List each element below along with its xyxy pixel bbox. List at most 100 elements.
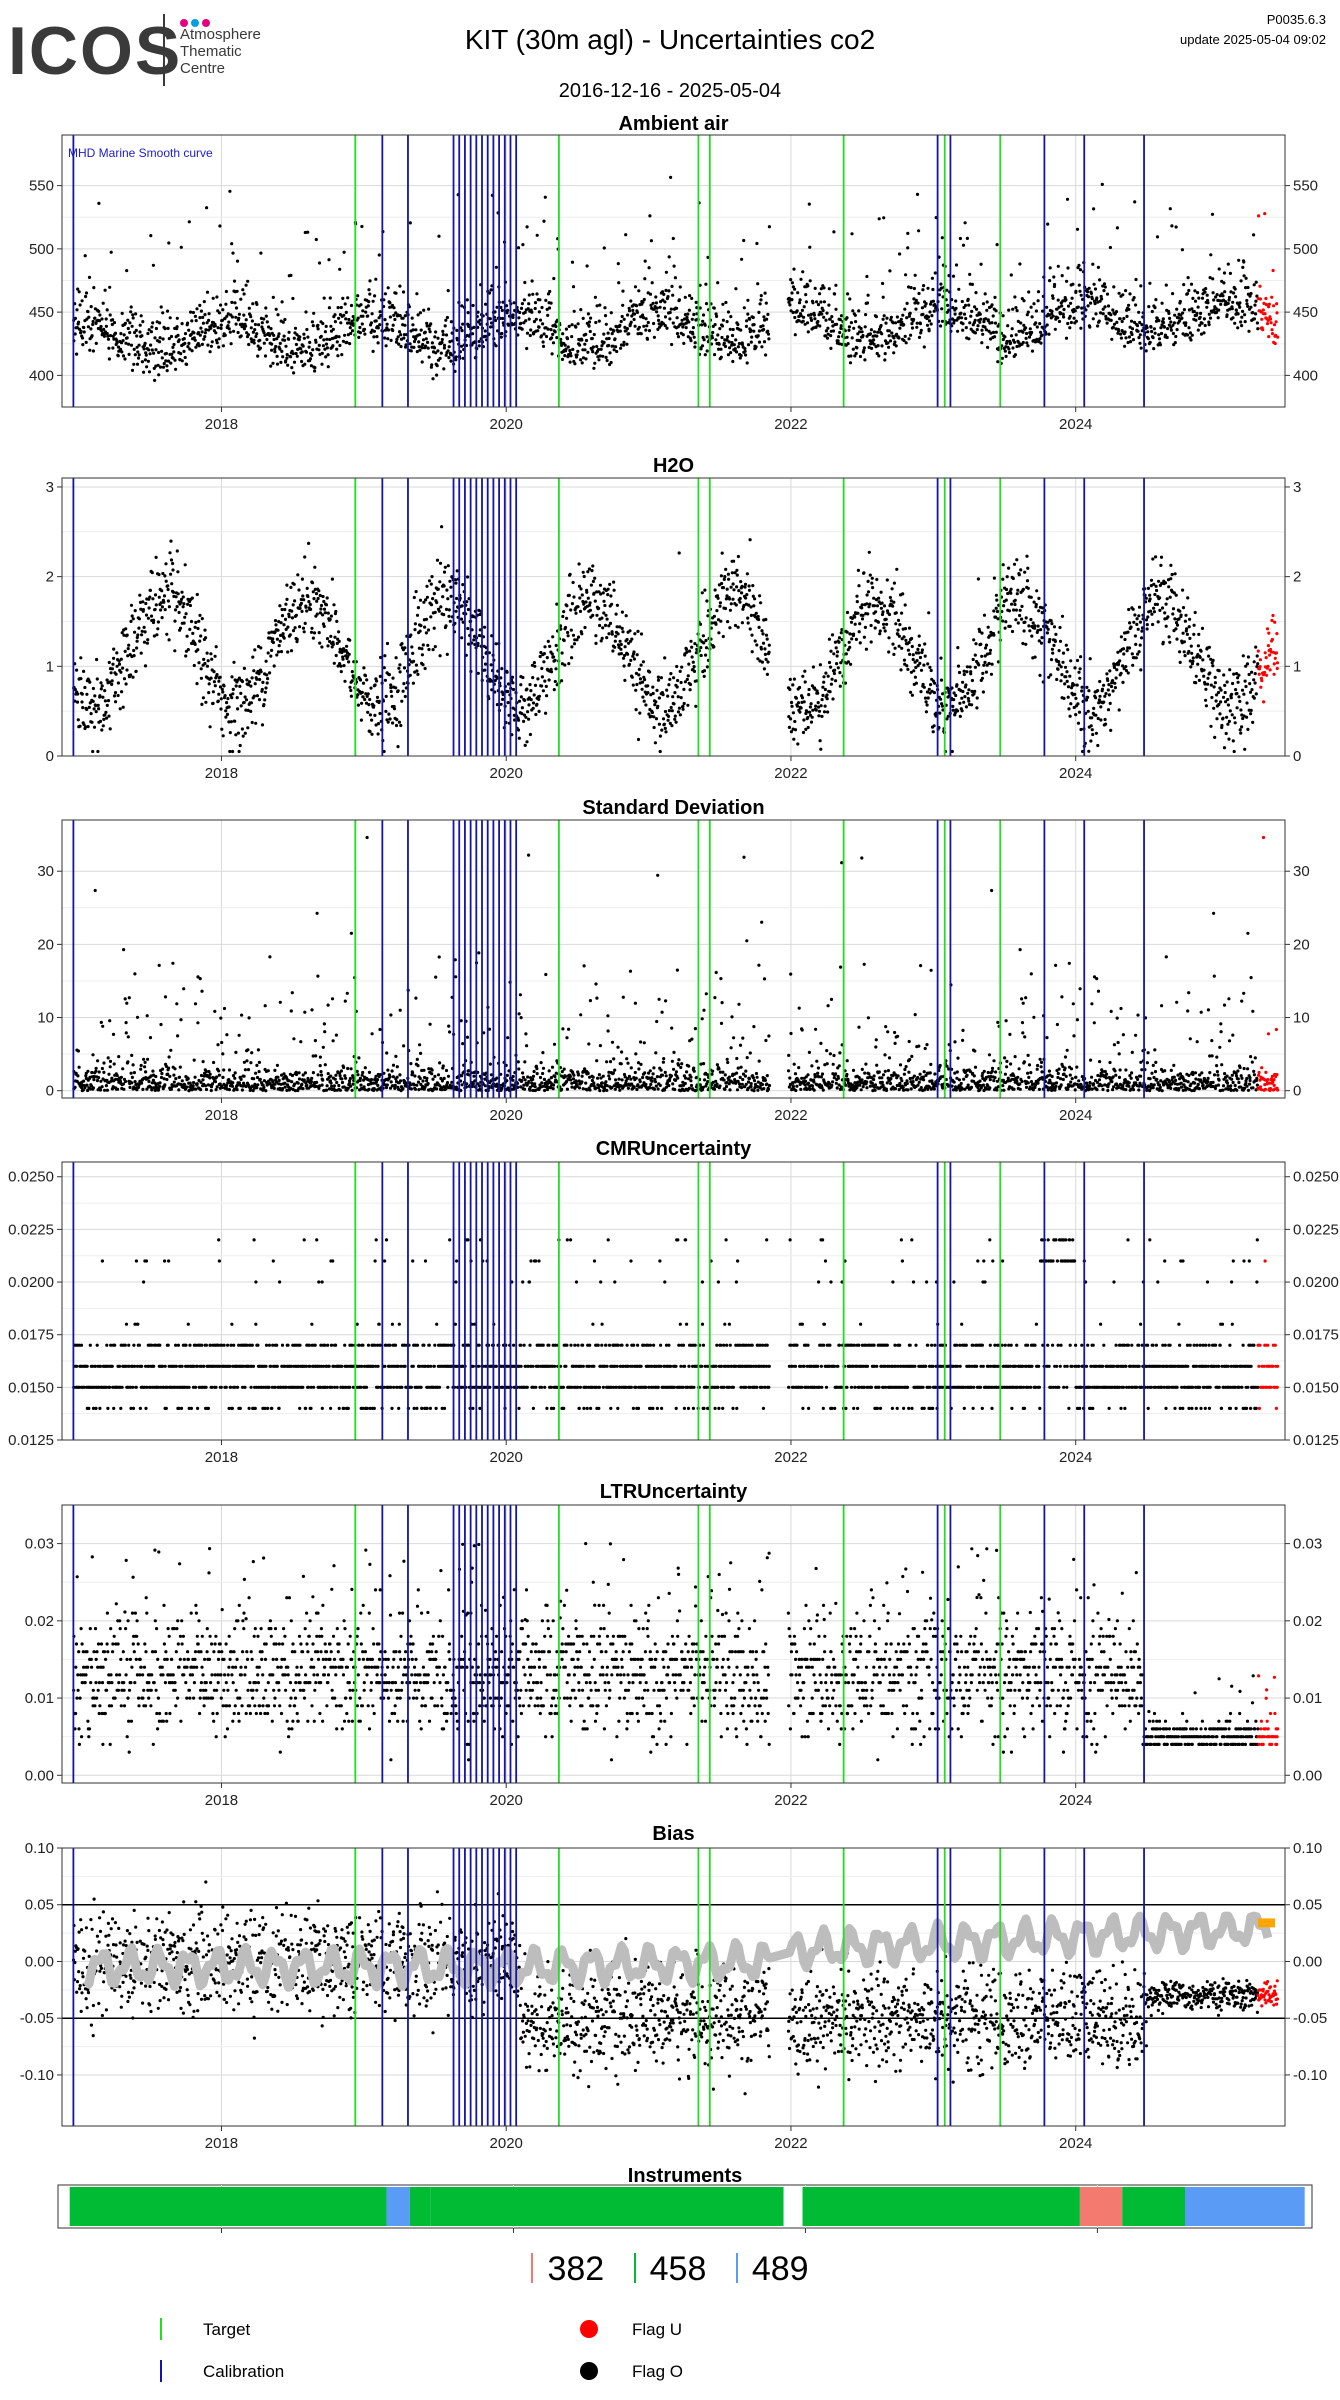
instrument-label-489: 489 xyxy=(751,2250,809,2288)
x-tick-label: 2018 xyxy=(205,765,238,782)
x-tick-label: 2020 xyxy=(490,1107,523,1124)
y-tick-label-right: -0.10 xyxy=(1293,2067,1327,2084)
y-tick-label: 0.01 xyxy=(25,1690,54,1707)
flag-o-legend-label: Flag O xyxy=(632,2362,684,2381)
y-tick-label: 450 xyxy=(29,304,54,321)
data-points xyxy=(72,835,1280,1093)
x-tick-label: 2022 xyxy=(774,765,807,782)
y-tick-label: 1 xyxy=(46,658,54,675)
y-tick-label-right: 0.0125 xyxy=(1293,1432,1339,1449)
chart-title: CMRUncertainty xyxy=(596,1138,752,1160)
x-tick-label: 2020 xyxy=(490,2135,523,2152)
y-tick-label-right: 0.0150 xyxy=(1293,1379,1339,1396)
chart-panel-6: Bias -0.10 -0.10 -0.05 -0.05 0.00 0.00 0.05 0.05… xyxy=(20,1823,1327,2152)
y-tick-label-right: 30 xyxy=(1293,863,1310,880)
y-tick-label: 0.0225 xyxy=(8,1221,54,1238)
y-tick-label: 0.0150 xyxy=(8,1379,54,1396)
data-points xyxy=(72,175,1280,382)
x-tick-label: 2024 xyxy=(1059,1107,1092,1124)
y-tick-label: 0.02 xyxy=(25,1613,54,1630)
instrument-segment xyxy=(386,2187,410,2226)
target-legend-line xyxy=(160,2318,162,2340)
flag-o-points xyxy=(72,1238,1260,1410)
chart-panel-5: LTRUncertainty 0.00 0.00 0.01 0.01 0.02 0.02 0.… xyxy=(25,1481,1322,1809)
data-points xyxy=(72,1238,1280,1410)
instrument-item-489: 489 xyxy=(735,2250,809,2289)
y-tick-label: 0 xyxy=(46,748,54,765)
x-tick-label: 2022 xyxy=(774,416,807,433)
instrument-item-382: 382 xyxy=(531,2250,604,2289)
y-tick-label: 0.0250 xyxy=(8,1169,54,1186)
y-tick-label: 0.00 xyxy=(25,1953,54,1970)
chart-title: Instruments xyxy=(628,2165,742,2187)
data-points xyxy=(71,1880,1280,2096)
y-tick-label: 0.00 xyxy=(25,1767,54,1784)
x-tick-label: 2020 xyxy=(490,765,523,782)
y-tick-label: 0.0175 xyxy=(8,1327,54,1344)
flag-o-points xyxy=(72,835,1260,1093)
plot-frame xyxy=(61,1161,1286,1441)
y-tick-label-right: 0.0225 xyxy=(1293,1221,1339,1238)
chart-panel-4: CMRUncertainty 0.0125 0.0125 0.0150 0.0150 0.… xyxy=(8,1138,1339,1466)
y-tick-label-right: 0.00 xyxy=(1293,1953,1322,1970)
instrument-segment xyxy=(69,2187,387,2226)
y-tick-label: 0 xyxy=(46,1083,54,1100)
version-label: P0035.6.3 xyxy=(1266,12,1326,27)
plot-frame xyxy=(61,134,1286,408)
instrument-item-458: 458 xyxy=(633,2250,707,2289)
calibration-legend-label: Calibration xyxy=(203,2362,285,2381)
y-tick-label-right: 0.03 xyxy=(1293,1536,1322,1553)
instrument-segment xyxy=(409,2187,431,2226)
x-tick-label: 2024 xyxy=(1059,1449,1092,1466)
y-tick-label-right: 20 xyxy=(1293,936,1310,953)
page-title: KIT (30m agl) - Uncertainties co2 xyxy=(464,24,876,55)
y-tick-label-right: 0 xyxy=(1293,1083,1301,1100)
logo-subtitle: Atmosphere Thematic Centre xyxy=(180,26,261,77)
instrument-segment xyxy=(802,2187,1080,2226)
x-tick-label: 2022 xyxy=(774,1792,807,1809)
instrument-swatch-382 xyxy=(531,2253,534,2283)
x-tick-label: 2024 xyxy=(1059,1792,1092,1809)
instrument-segment xyxy=(1079,2187,1123,2226)
flag-u-points xyxy=(1256,212,1280,346)
y-tick-label: 3 xyxy=(46,479,54,496)
logo-line-2: Thematic xyxy=(180,43,242,60)
instrument-label-458: 458 xyxy=(649,2250,707,2288)
plot-frame xyxy=(61,1504,1286,1784)
x-tick-label: 2018 xyxy=(205,1107,238,1124)
x-tick-label: 2018 xyxy=(205,2237,238,2240)
x-tick-label: 2022 xyxy=(774,1107,807,1124)
flag-u-points xyxy=(1256,835,1280,1092)
charts-canvas: Ambient air 400 400 450 450 500 500 550 550 2018 2… xyxy=(8,113,1339,2240)
y-tick-label-right: 450 xyxy=(1293,304,1318,321)
plot-frame xyxy=(61,477,1286,757)
chart-title: H2O xyxy=(653,455,694,477)
y-tick-label: 20 xyxy=(37,936,54,953)
instrument-segment xyxy=(1184,2187,1305,2226)
y-tick-label: 0.05 xyxy=(25,1897,54,1914)
instrument-segment xyxy=(1122,2187,1185,2226)
flag-o-points xyxy=(72,175,1260,382)
y-tick-label: 2 xyxy=(46,569,54,586)
y-tick-label-right: 0.10 xyxy=(1293,1840,1322,1857)
y-tick-label-right: 400 xyxy=(1293,367,1318,384)
logo-divider xyxy=(163,14,165,86)
y-tick-label-right: 550 xyxy=(1293,178,1318,195)
y-tick-label: 10 xyxy=(37,1010,54,1027)
y-tick-label: 30 xyxy=(37,863,54,880)
logo-dot-2 xyxy=(191,19,199,27)
calibration-legend-line xyxy=(160,2360,162,2382)
y-tick-label: 0.03 xyxy=(25,1536,54,1553)
instrument-label-382: 382 xyxy=(547,2250,605,2288)
instrument-swatch-458 xyxy=(633,2253,636,2283)
legend-area: 382 458 489 Target Calibration Flag U Fl… xyxy=(0,2240,1340,2400)
x-tick-label: 2022 xyxy=(774,1449,807,1466)
y-tick-label-right: -0.05 xyxy=(1293,2010,1327,2027)
plot-frame xyxy=(61,819,1286,1099)
x-tick-label: 2020 xyxy=(490,1449,523,1466)
flag-u-points xyxy=(1256,613,1280,704)
x-tick-label: 2024 xyxy=(1081,2237,1114,2240)
x-tick-label: 2020 xyxy=(490,416,523,433)
y-tick-label-right: 0.00 xyxy=(1293,1767,1322,1784)
plot-frame xyxy=(61,1847,1286,2127)
